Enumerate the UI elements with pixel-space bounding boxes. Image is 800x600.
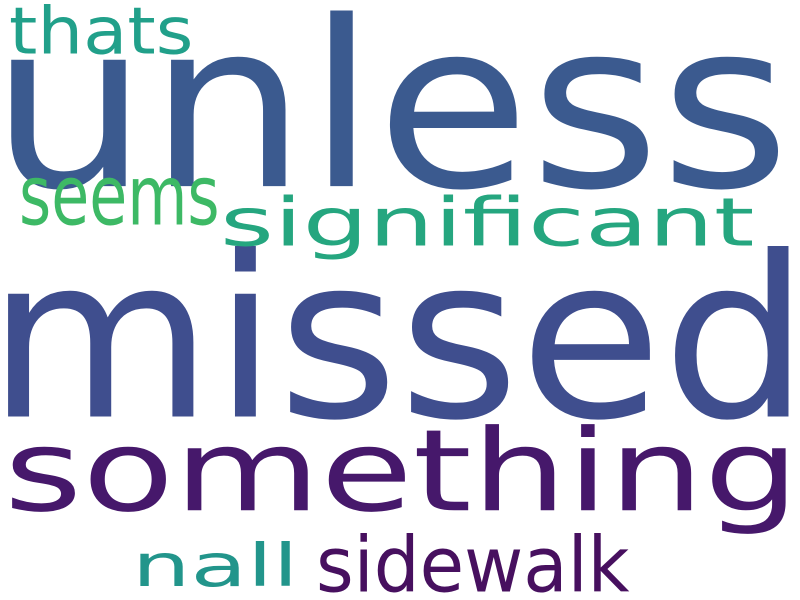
word-seems: seems xyxy=(18,147,220,245)
word-unless: unless xyxy=(0,0,791,243)
word-something: something xyxy=(4,405,800,538)
word-thats: thats xyxy=(8,0,193,70)
word-missed: missed xyxy=(0,207,800,471)
word-nall: nall xyxy=(131,531,299,600)
word-significant: significant xyxy=(219,183,755,262)
word-sidewalk: sidewalk xyxy=(316,520,630,600)
